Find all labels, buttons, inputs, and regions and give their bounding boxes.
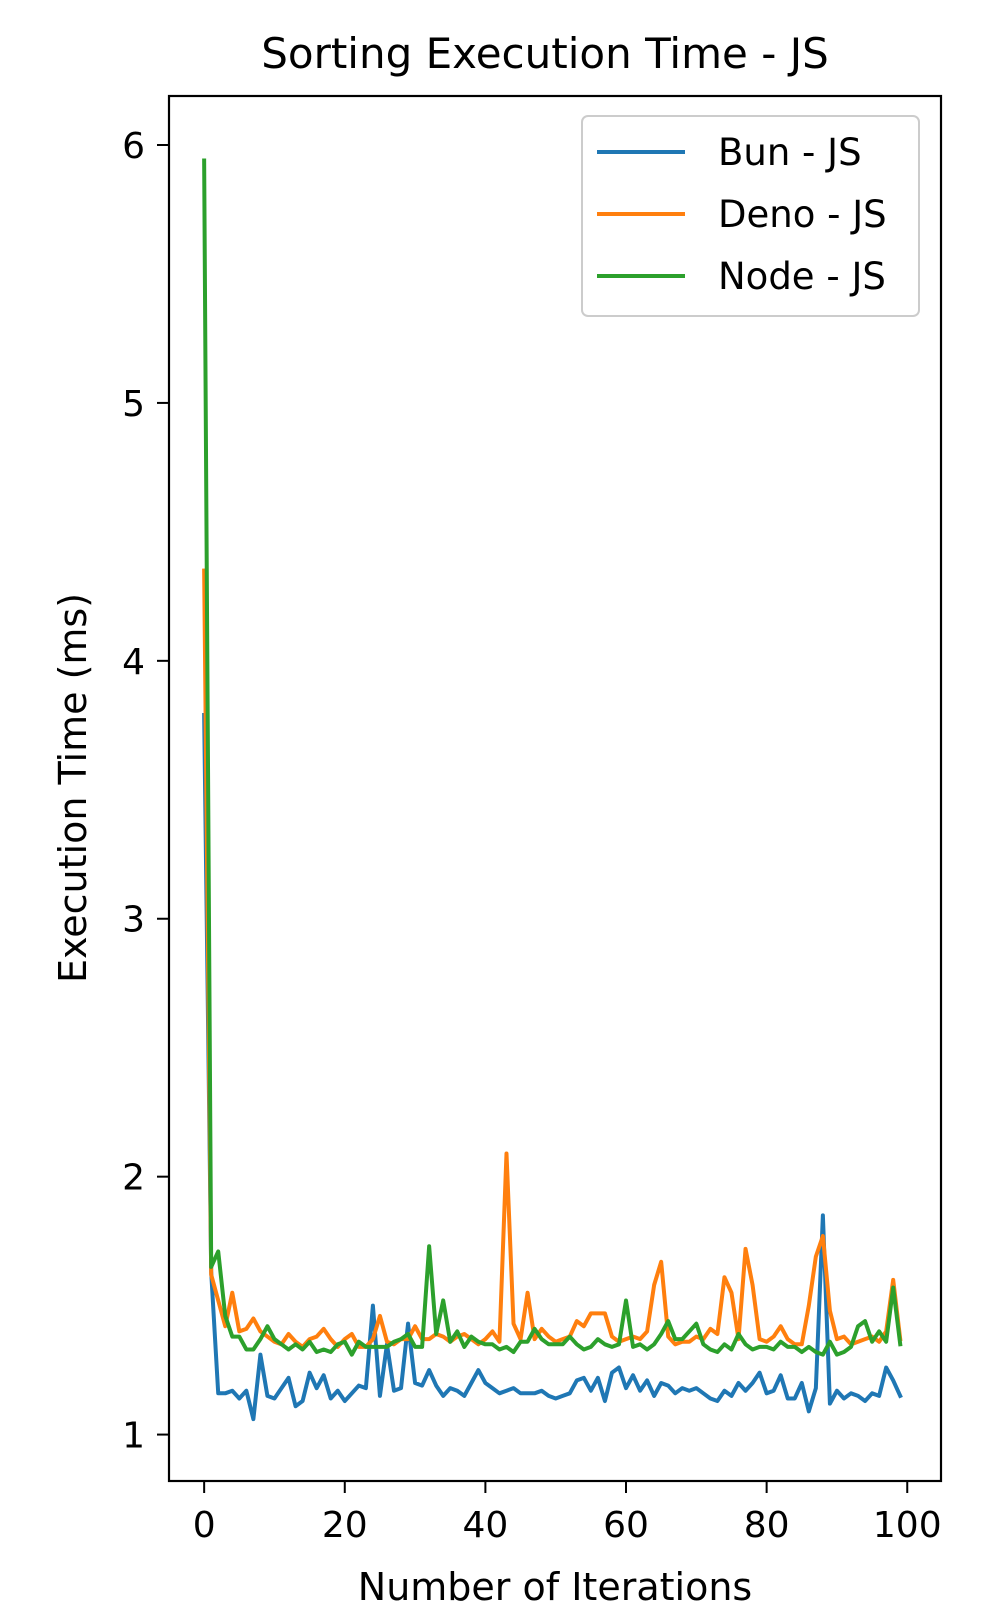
y-tick-label: 1 bbox=[122, 1416, 145, 1457]
x-tick-label: 0 bbox=[193, 1505, 216, 1546]
series-line-3 bbox=[202, 158, 903, 1357]
chart-title: Sorting Execution Time - JS bbox=[261, 29, 829, 78]
y-axis-label: Execution Time (ms) bbox=[51, 593, 95, 983]
plot-lines bbox=[202, 158, 903, 1422]
series-line-2 bbox=[202, 568, 903, 1349]
plot-frame bbox=[167, 94, 943, 1483]
legend-label: Deno - JS bbox=[718, 193, 887, 236]
x-tick-label: 40 bbox=[462, 1505, 508, 1546]
x-tick-label: 100 bbox=[873, 1505, 942, 1546]
x-axis-label: Number of Iterations bbox=[358, 1565, 752, 1609]
x-tick-label: 80 bbox=[744, 1505, 790, 1546]
y-tick-label: 4 bbox=[122, 642, 145, 683]
series-line-1 bbox=[202, 712, 903, 1422]
legend: Bun - JS Deno - JS Node - JS bbox=[581, 115, 920, 317]
y-tick-label: 3 bbox=[122, 900, 145, 941]
y-tick-label: 2 bbox=[122, 1158, 145, 1199]
legend-label: Bun - JS bbox=[718, 131, 862, 174]
legend-label: Node - JS bbox=[718, 255, 886, 298]
x-axis-ticks: 0 20 40 60 80 100 bbox=[193, 1481, 942, 1546]
y-tick-label: 6 bbox=[122, 126, 145, 167]
y-axis-ticks: 1 2 3 4 5 6 bbox=[122, 126, 169, 1457]
x-tick-label: 20 bbox=[322, 1505, 368, 1546]
legend-items: Bun - JS Deno - JS Node - JS bbox=[597, 131, 887, 298]
y-tick-label: 5 bbox=[122, 384, 145, 425]
legend-box bbox=[581, 115, 920, 317]
x-tick-label: 60 bbox=[603, 1505, 649, 1546]
